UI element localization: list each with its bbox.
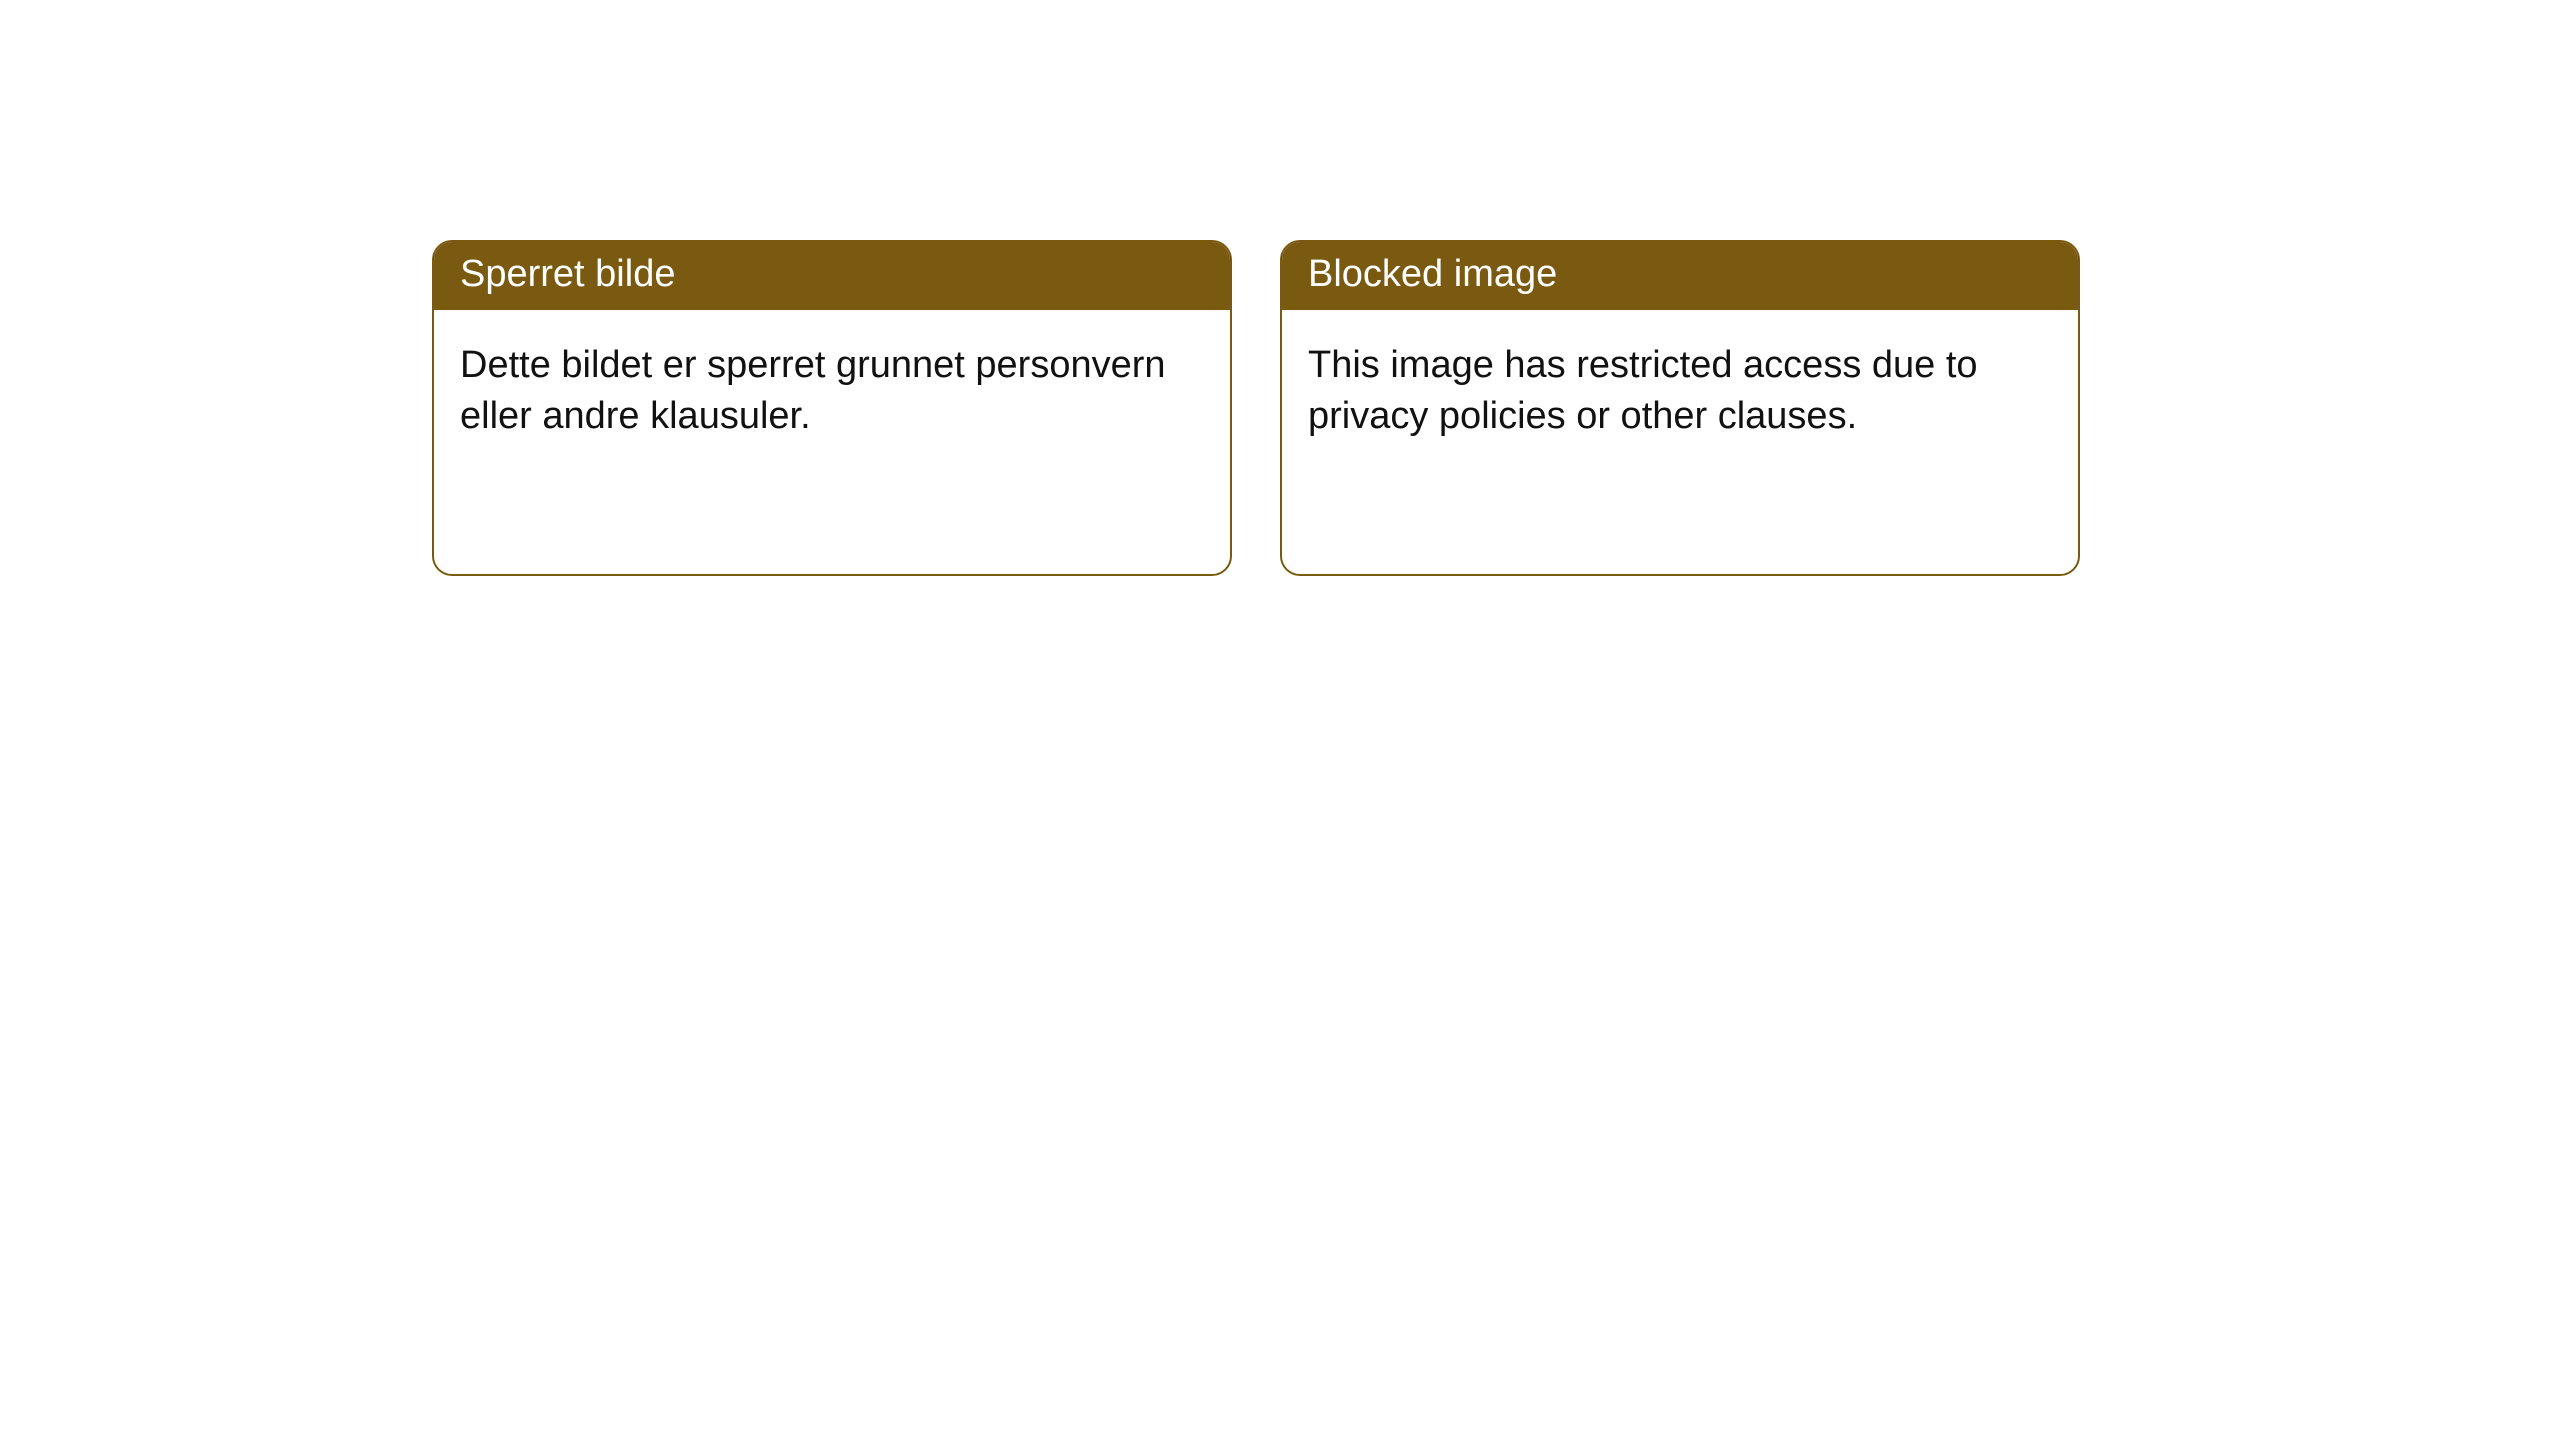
card-container: Sperret bilde Dette bildet er sperret gr…	[0, 0, 2560, 576]
card-body-no: Dette bildet er sperret grunnet personve…	[434, 310, 1230, 473]
blocked-image-card-en: Blocked image This image has restricted …	[1280, 240, 2080, 576]
card-header-en: Blocked image	[1282, 242, 2078, 310]
card-header-no: Sperret bilde	[434, 242, 1230, 310]
blocked-image-card-no: Sperret bilde Dette bildet er sperret gr…	[432, 240, 1232, 576]
card-body-en: This image has restricted access due to …	[1282, 310, 2078, 473]
